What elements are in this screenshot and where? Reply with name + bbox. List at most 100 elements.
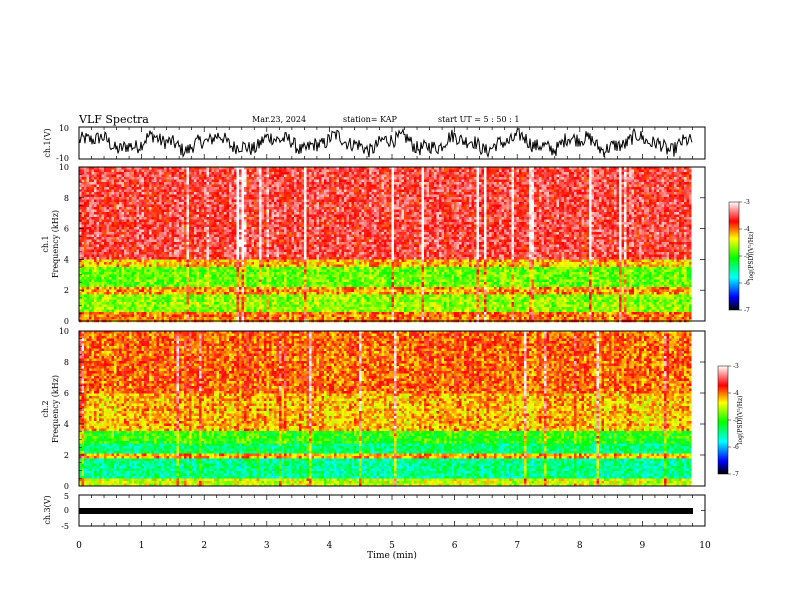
ch1-spectrogram-cell xyxy=(144,195,147,198)
ch1-spectrogram-cell xyxy=(594,195,597,198)
ch1-spectrogram-cell xyxy=(679,190,682,193)
ch1-spectrogram-cell xyxy=(464,190,467,193)
ch1-spectrogram-cell xyxy=(444,212,447,215)
ch1-spectrogram-cell xyxy=(574,192,577,195)
ch1-spectrogram-cell xyxy=(452,187,455,190)
ch1-spectrogram-cell xyxy=(417,170,420,173)
ch1-spectrogram-cell xyxy=(629,182,632,185)
ch1-spectrogram-cell xyxy=(484,202,487,205)
ch1-spectrogram-cell xyxy=(312,200,315,203)
ch1-spectrogram-cell xyxy=(154,175,157,178)
ch1-spectrogram-cell xyxy=(142,182,145,185)
ch1-spectrogram-cell xyxy=(442,172,445,175)
ch1-spectrogram-cell xyxy=(589,215,592,218)
ch1-spectrogram-cell xyxy=(379,192,382,195)
ch1-spectrogram-cell xyxy=(337,172,340,175)
ch1-spectrogram-cell xyxy=(664,182,667,185)
ch1-spectrogram-cell xyxy=(204,202,207,205)
ch1-spectrogram-cell xyxy=(374,195,377,198)
ch1-spectrogram-cell xyxy=(187,187,190,190)
ch1-spectrogram-cell xyxy=(327,187,330,190)
ch1-spectrogram-cell xyxy=(564,197,567,200)
ch1-spectrogram-cell xyxy=(134,195,137,198)
ch1-spectrogram-cell xyxy=(354,207,357,210)
ch1-spectrogram-cell xyxy=(252,170,255,173)
ch1-spectrogram-cell xyxy=(432,212,435,215)
ch1-spectrogram-cell xyxy=(382,207,385,210)
ch1-spectrogram-cell xyxy=(184,190,187,193)
ch1-spectrogram-cell xyxy=(389,195,392,198)
ch1-spectrogram-cell xyxy=(112,210,115,213)
ch1-spectrogram-cell xyxy=(627,212,630,215)
ch1-spectrogram-cell xyxy=(657,195,660,198)
ch1-spectrogram-cell xyxy=(147,192,150,195)
ch1-spectrogram-cell xyxy=(357,195,360,198)
ch1-spectrogram-cell xyxy=(104,170,107,173)
ch1-spectrogram-cell xyxy=(234,180,237,183)
ch1-spectrogram-cell xyxy=(427,190,430,193)
ch1-spectrogram-cell xyxy=(122,205,125,208)
ch1-spectrogram-cell xyxy=(644,210,647,213)
ch1-spectrogram-cell xyxy=(684,185,687,188)
ch1-spectrogram-cell xyxy=(512,215,515,218)
ch1-spectrogram-cell xyxy=(139,180,142,183)
ch1-spectrogram-cell xyxy=(622,197,625,200)
ch1-spectrogram-cell xyxy=(482,210,485,213)
ch1-spectrogram-cell xyxy=(309,210,312,213)
ch1-spectrogram-cell xyxy=(462,180,465,183)
ch1-spectrogram-cell xyxy=(574,185,577,188)
ch1-spectrogram-cell xyxy=(567,192,570,195)
ch1-spectrogram-cell xyxy=(172,187,175,190)
ch1-spectrogram-cell xyxy=(377,202,380,205)
ch1-spectrogram-cell xyxy=(244,212,247,215)
ch1-spectrogram-cell xyxy=(577,175,580,178)
ch1-spectrogram-cell xyxy=(104,217,107,220)
ch1-spectrogram-cell xyxy=(379,170,382,173)
ch1-spectrogram-cell xyxy=(549,207,552,210)
ch1-spectrogram-cell xyxy=(574,205,577,208)
ch1-spectrogram-cell xyxy=(304,170,307,173)
ch1-spectrogram-cell xyxy=(404,177,407,180)
ch1-spectrogram-cell xyxy=(527,182,530,185)
ch1-spectrogram-cell xyxy=(639,205,642,208)
ch1-spectrogram-cell xyxy=(199,202,202,205)
ch1-spectrogram-cell xyxy=(667,170,670,173)
ch1-spectrogram-cell xyxy=(472,177,475,180)
ch1-spectrogram-cell xyxy=(614,195,617,198)
ch1-spectrogram-cell xyxy=(557,197,560,200)
ch1-spectrogram-cell xyxy=(349,200,352,203)
ch1-spectrogram-cell xyxy=(334,212,337,215)
ch1-spectrogram-cell xyxy=(629,202,632,205)
ch1-spectrogram-cell xyxy=(242,190,245,193)
ch1-spectrogram-cell xyxy=(349,175,352,178)
ch1-spectrogram-cell xyxy=(622,187,625,190)
ch1-spectrogram-cell xyxy=(617,185,620,188)
ch1-spectrogram-cell xyxy=(99,202,102,205)
ch1-spectrogram-cell xyxy=(224,215,227,218)
ch1-spectrogram-cell xyxy=(504,180,507,183)
ch1-spectrogram-cell xyxy=(339,195,342,198)
ch1-spectrogram-cell xyxy=(329,190,332,193)
ch1-spectrogram-cell xyxy=(562,215,565,218)
ch1-spectrogram-cell xyxy=(607,195,610,198)
ch1-spectrogram-cell xyxy=(164,190,167,193)
ch1-spectrogram-cell xyxy=(399,180,402,183)
ch1-spectrogram-cell xyxy=(272,177,275,180)
ch1-spectrogram-cell xyxy=(614,177,617,180)
ch1-spectrogram-cell xyxy=(344,172,347,175)
ch1-spectrogram-cell xyxy=(677,192,680,195)
ch1-spectrogram-cell xyxy=(289,190,292,193)
ch1-spectrogram-cell xyxy=(257,207,260,210)
ch1-spectrogram-cell xyxy=(414,200,417,203)
ch1-spectrogram-cell xyxy=(387,197,390,200)
ch1-spectrogram-cell xyxy=(669,185,672,188)
ch1-spectrogram-cell xyxy=(344,207,347,210)
ch1-spectrogram-cell xyxy=(184,170,187,173)
ch1-spectrogram-cell xyxy=(154,215,157,218)
ch1-spectrogram-cell xyxy=(199,177,202,180)
ch1-spectrogram-cell xyxy=(507,205,510,208)
ch1-spectrogram-cell xyxy=(149,182,152,185)
ch1-spectrogram-cell xyxy=(317,205,320,208)
ch1-spectrogram-cell xyxy=(647,190,650,193)
ch1-spectrogram-cell xyxy=(452,185,455,188)
